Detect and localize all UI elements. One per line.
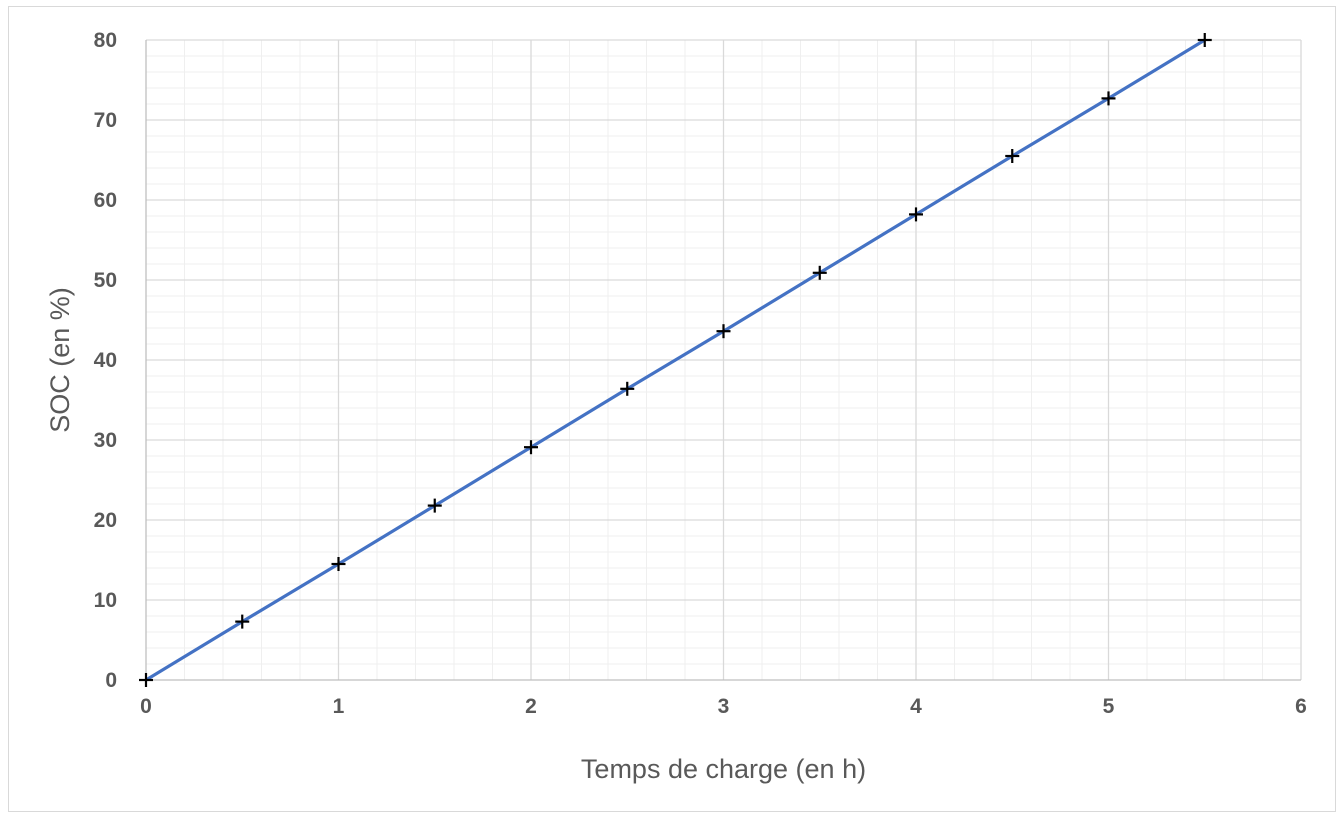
data-point-marker bbox=[620, 381, 635, 396]
y-tick-labels: 0 10 20 30 40 50 60 70 80 bbox=[94, 29, 117, 692]
x-tick-label: 3 bbox=[718, 695, 730, 718]
y-tick-label: 20 bbox=[94, 509, 117, 532]
data-point-marker bbox=[235, 614, 250, 629]
x-tick-label: 4 bbox=[910, 695, 922, 718]
series-lines bbox=[145, 38, 1206, 682]
x-tick-label: 1 bbox=[333, 695, 345, 718]
data-point-marker bbox=[1005, 149, 1020, 163]
data-markers bbox=[139, 33, 1212, 687]
y-tick-label: 70 bbox=[94, 109, 117, 132]
y-tick-label: 80 bbox=[94, 29, 117, 52]
y-tick-label: 30 bbox=[94, 429, 117, 452]
y-tick-label: 40 bbox=[94, 349, 117, 372]
data-point-marker bbox=[812, 265, 827, 280]
x-axis-title: Temps de charge (en h) bbox=[581, 754, 866, 784]
data-point-marker bbox=[331, 557, 346, 571]
data-point-marker bbox=[139, 673, 153, 687]
major-grid bbox=[146, 39, 1302, 680]
y-tick-label: 0 bbox=[105, 669, 117, 692]
x-tick-label: 5 bbox=[1103, 695, 1115, 718]
chart-area bbox=[8, 6, 1336, 812]
plot-border bbox=[145, 40, 1301, 681]
x-tick-label: 2 bbox=[525, 695, 537, 718]
y-tick-label: 50 bbox=[94, 269, 117, 292]
y-tick-label: 10 bbox=[94, 589, 117, 612]
x-tick-label: 0 bbox=[140, 695, 152, 718]
data-point-marker bbox=[716, 324, 731, 339]
data-point-marker bbox=[1197, 33, 1212, 47]
data-point-marker bbox=[909, 207, 923, 222]
data-point-marker bbox=[427, 498, 442, 513]
y-tick-label: 60 bbox=[94, 189, 117, 212]
data-point-marker bbox=[524, 440, 538, 455]
series-line bbox=[145, 38, 1206, 682]
data-point-marker bbox=[1101, 91, 1116, 106]
x-tick-labels: 0 1 2 3 4 5 6 bbox=[140, 695, 1307, 718]
y-axis-title: SOC (en %) bbox=[45, 287, 75, 433]
x-tick-label: 6 bbox=[1295, 695, 1307, 718]
